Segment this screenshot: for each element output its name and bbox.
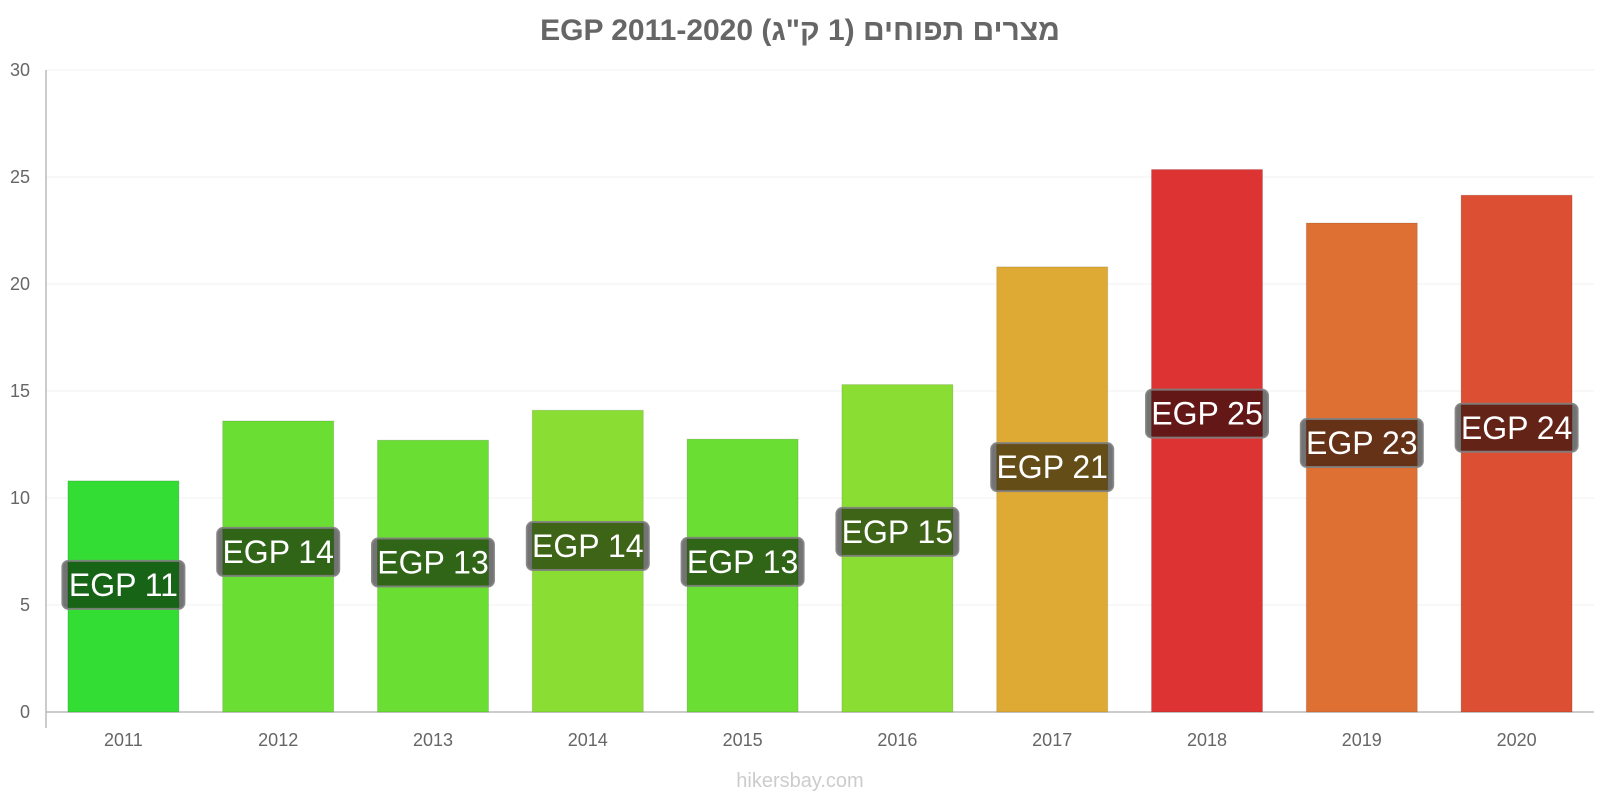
x-tick-label: 2019 xyxy=(1342,730,1382,750)
chart-title: מצרים תפוחים (1 ק"ג) EGP 2011-2020 xyxy=(540,14,1060,47)
data-label-box xyxy=(835,506,960,557)
axes: 0 5 10 15 20 25 30 2011 2012 2013 2014 2015 2016 2017… xyxy=(10,60,1594,750)
data-label-box xyxy=(1145,388,1269,439)
y-tick-label: 5 xyxy=(20,595,30,615)
y-tick-label: 30 xyxy=(10,60,30,80)
data-label: EGP 14 xyxy=(532,528,643,564)
data-label: EGP 24 xyxy=(1461,410,1572,446)
bar xyxy=(1151,169,1263,713)
data-label: EGP 21 xyxy=(996,449,1107,485)
data-label: EGP 23 xyxy=(1306,425,1417,461)
data-label: EGP 13 xyxy=(377,545,488,581)
x-tick-label: 2017 xyxy=(1032,730,1072,750)
data-label-box xyxy=(371,537,495,588)
data-label-box xyxy=(525,521,650,572)
y-tick-label: 20 xyxy=(10,274,30,294)
y-tick-label: 0 xyxy=(20,702,30,722)
data-label: EGP 14 xyxy=(222,534,333,570)
data-labels: EGP 11 EGP 14 EGP 13 EGP 14 EGP 13 EGP 15 EGP … xyxy=(61,388,1579,610)
x-tick-label: 2020 xyxy=(1497,730,1537,750)
y-tick-label: 25 xyxy=(10,167,30,187)
data-label-box xyxy=(990,442,1115,493)
x-tick-label: 2013 xyxy=(413,730,453,750)
data-label: EGP 25 xyxy=(1151,396,1262,432)
data-label-box xyxy=(1299,418,1424,469)
y-tick-label: 10 xyxy=(10,488,30,508)
data-label: EGP 13 xyxy=(687,544,798,580)
data-label-box xyxy=(216,526,341,577)
y-tick-label: 15 xyxy=(10,381,30,401)
bar xyxy=(1460,194,1573,713)
data-label: EGP 11 xyxy=(69,567,178,603)
x-tick-label: 2011 xyxy=(104,730,143,750)
x-tick-label: 2014 xyxy=(568,730,608,750)
data-label-box xyxy=(1454,402,1579,453)
x-tick-label: 2015 xyxy=(723,730,763,750)
data-label-box xyxy=(61,559,186,610)
data-label: EGP 15 xyxy=(842,514,953,550)
x-tick-label: 2016 xyxy=(877,730,917,750)
credit-text: hikersbay.com xyxy=(736,770,864,792)
data-label-box xyxy=(680,536,805,587)
x-tick-label: 2012 xyxy=(258,730,298,750)
x-tick-label: 2018 xyxy=(1187,730,1227,750)
